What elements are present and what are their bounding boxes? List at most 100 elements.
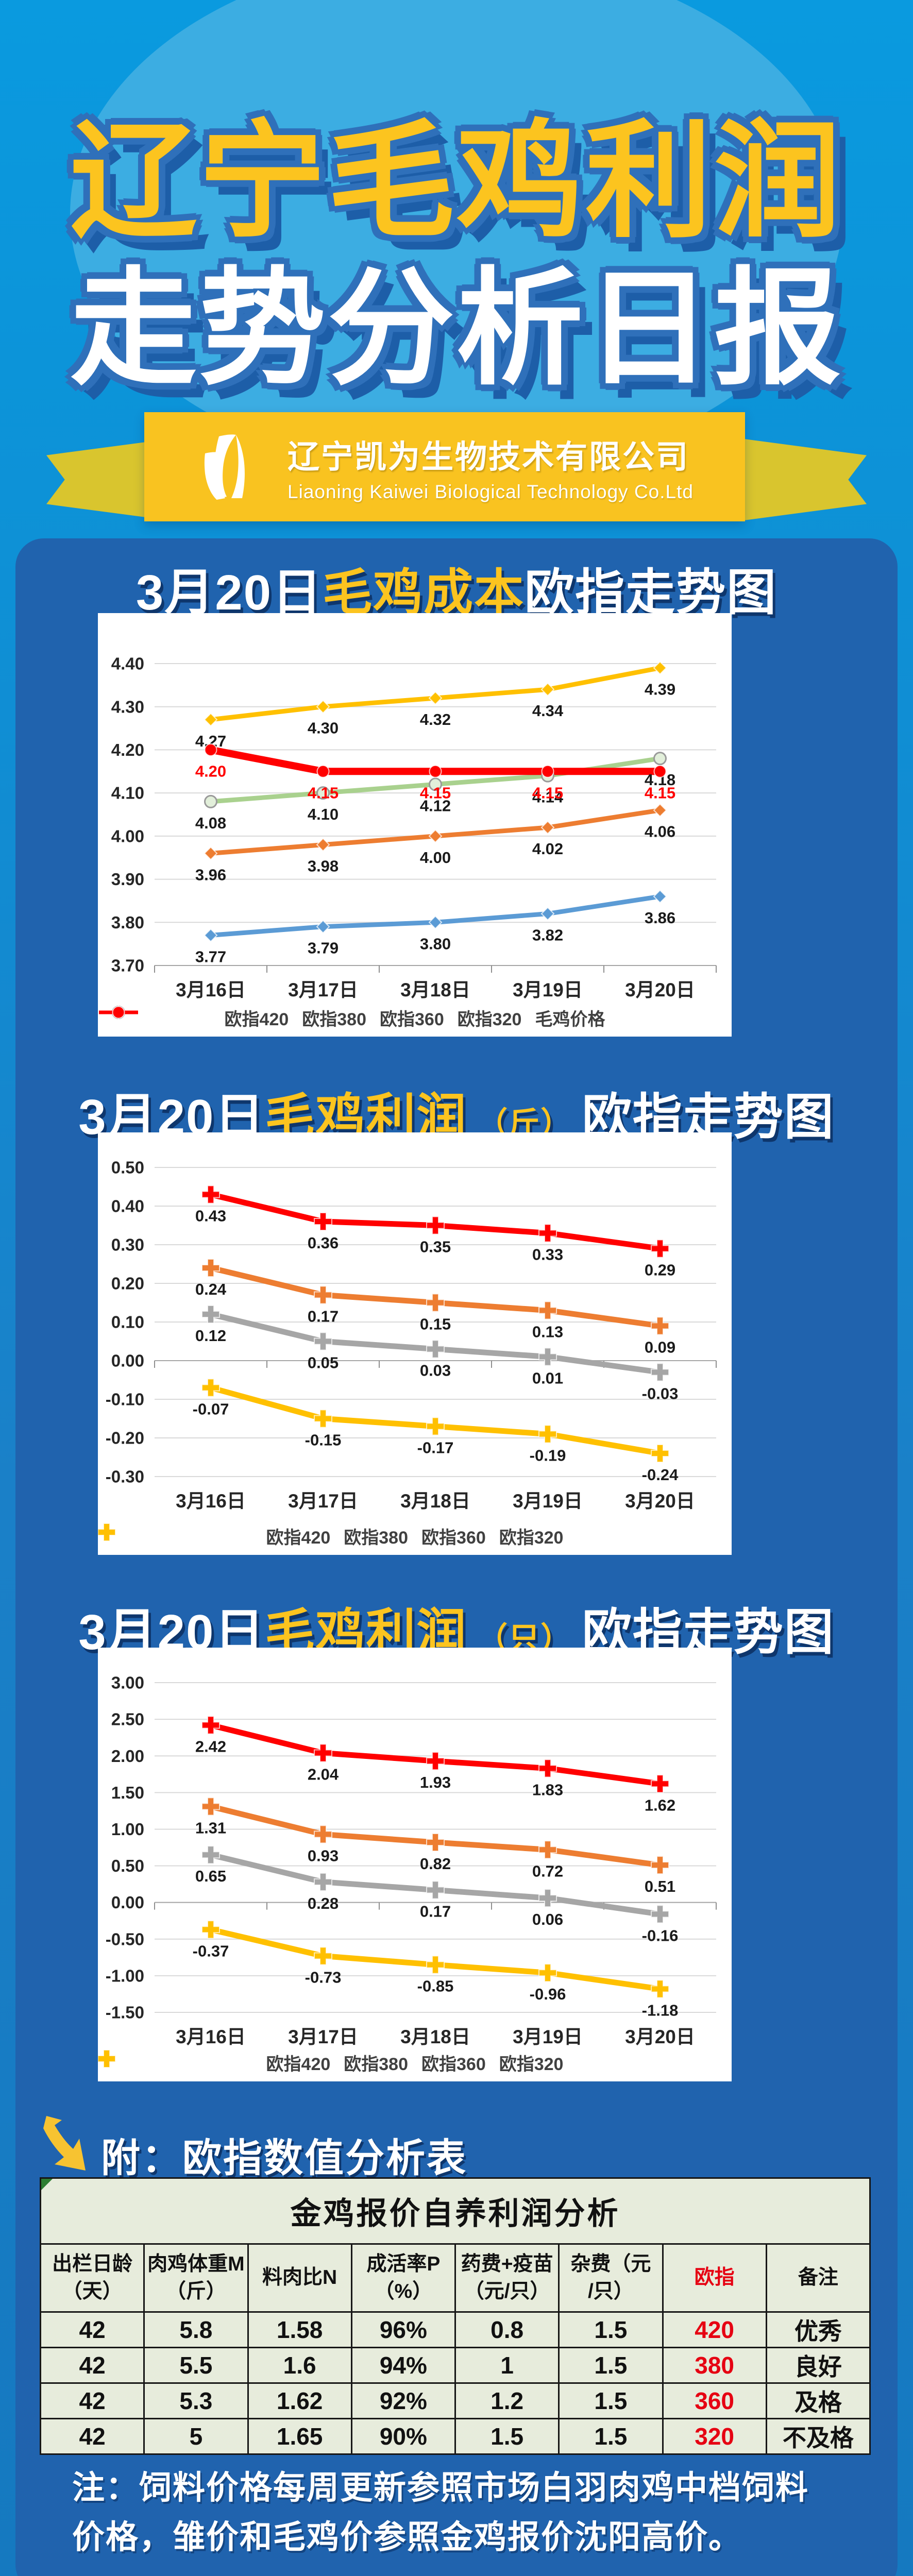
data-label: 4.39 <box>645 680 675 698</box>
data-point-marker <box>538 1301 557 1320</box>
table-column-header: 料肉比N <box>247 2243 352 2313</box>
table-cell: 5.8 <box>143 2311 249 2348</box>
data-label: 3.79 <box>308 939 339 957</box>
data-point-marker <box>201 1378 220 1397</box>
table-cell: 1.2 <box>454 2382 560 2419</box>
table-cell: 1 <box>454 2347 560 2384</box>
data-point-marker <box>429 777 442 791</box>
data-point-marker <box>653 889 667 904</box>
y-tick-label: -0.30 <box>106 1467 144 1486</box>
data-point-marker <box>428 915 443 929</box>
data-label: 4.34 <box>532 702 564 720</box>
page-title-line1: 辽宁毛鸡利润 <box>70 111 843 252</box>
table-cell: 42 <box>39 2347 145 2384</box>
x-category-label: 3月18日 <box>400 1490 470 1512</box>
table-cell: 90% <box>350 2418 457 2455</box>
section-title-cost: 3月20日毛鸡成本欧指走势图 <box>0 552 913 624</box>
data-point-marker <box>201 1920 220 1939</box>
data-label: 0.82 <box>420 1855 451 1873</box>
table-cell: 42 <box>39 2418 145 2455</box>
x-category-label: 3月16日 <box>176 1490 246 1512</box>
data-point-marker <box>541 765 554 778</box>
analysis-section-heading: 附：欧指数值分析表 <box>41 2115 467 2183</box>
data-point-marker <box>112 1006 125 1019</box>
data-point-marker <box>538 1889 557 1908</box>
data-label: 4.32 <box>420 710 451 728</box>
legend-label: 欧指380 <box>302 1010 366 1029</box>
data-point-marker <box>314 1872 332 1891</box>
data-point-marker <box>426 1340 445 1359</box>
data-point-marker <box>651 1979 669 1998</box>
y-tick-label: 4.20 <box>111 740 144 759</box>
data-point-marker <box>540 682 555 697</box>
legend-label: 毛鸡价格 <box>535 1010 605 1029</box>
y-tick-label: 0.30 <box>111 1235 144 1255</box>
data-point-marker <box>538 1425 557 1444</box>
data-point-marker <box>651 1239 669 1258</box>
section-title-part: 毛鸡成本 <box>323 565 525 620</box>
data-point-marker <box>314 1285 332 1304</box>
x-category-label: 3月20日 <box>625 1490 695 1512</box>
legend-item-欧指420: 欧指420 <box>98 1523 330 1549</box>
table-cell: 1.6 <box>247 2347 352 2384</box>
table-row: 42 5.5 1.6 94% 1 1.5 380 良好 <box>39 2347 871 2384</box>
data-point-marker <box>651 1905 669 1924</box>
legend-label: 欧指320 <box>499 2055 564 2074</box>
data-label: 0.09 <box>645 1338 675 1357</box>
data-point-marker <box>538 1759 557 1778</box>
table-cell: 1.58 <box>247 2311 352 2348</box>
analysis-heading-text: 附：欧指数值分析表 <box>101 2137 467 2180</box>
data-point-marker <box>653 660 667 675</box>
y-tick-label: 3.00 <box>111 1673 144 1692</box>
chart-svg: 0.50 0.40 0.30 0.20 0.10 0.00 -0.10 -0.20 -0.30 0… <box>106 1158 717 1512</box>
data-label: 1.93 <box>420 1773 451 1791</box>
table-cell: 1.5 <box>558 2347 664 2384</box>
table-column-header: 成活率P （%） <box>350 2243 457 2313</box>
data-label: 0.12 <box>195 1327 226 1345</box>
data-point-marker <box>429 765 442 778</box>
data-point-marker <box>538 1840 557 1859</box>
legend-marker-icon <box>99 1006 138 1019</box>
table-cell: 320 <box>662 2418 767 2455</box>
chart-svg: 4.40 4.30 4.20 4.10 4.00 3.90 3.80 3.70 3.77 3.79… <box>111 654 717 1001</box>
legend-item-欧指360: 欧指360 <box>98 2050 486 2075</box>
chart-legend: 欧指420 欧指380 欧指360 欧指320 <box>98 1523 732 1549</box>
legend-item-欧指320: 欧指320 <box>99 1005 522 1030</box>
data-point-marker <box>538 1963 557 1982</box>
data-label: -0.03 <box>642 1385 679 1403</box>
data-point-marker <box>428 691 443 705</box>
note-text: 注：饲料价格每周更新参照市场白羽肉鸡中档饲料价格，雏价和毛鸡价参照金鸡报价沈阳高… <box>72 2470 809 2555</box>
table-cell: 92% <box>350 2382 457 2419</box>
data-point-marker <box>426 1833 445 1852</box>
legend-label: 欧指360 <box>380 1010 444 1029</box>
y-tick-label: -1.50 <box>106 2003 144 2022</box>
data-label: -0.96 <box>530 1985 566 2003</box>
data-label: 1.83 <box>532 1781 563 1799</box>
table-cell: 1.5 <box>558 2382 664 2419</box>
data-label: 4.15 <box>308 784 339 802</box>
table-cell: 42 <box>39 2382 145 2419</box>
table-cell: 5 <box>143 2418 249 2455</box>
data-label: 0.33 <box>532 1246 563 1264</box>
data-point-marker <box>540 907 555 921</box>
chart-legend: 欧指420 欧指380 欧指360 欧指320 毛鸡价格 <box>98 1005 732 1030</box>
legend-label: 欧指420 <box>266 2055 331 2074</box>
data-point-marker <box>426 1293 445 1312</box>
data-point-marker <box>201 1185 220 1204</box>
data-label: 4.10 <box>308 805 339 823</box>
data-label: 4.15 <box>420 784 451 802</box>
data-point-marker <box>651 1856 669 1875</box>
data-point-marker <box>426 1955 445 1974</box>
data-label: 1.62 <box>645 1796 675 1814</box>
data-point-marker <box>314 1743 332 1762</box>
data-label: 3.86 <box>645 909 675 927</box>
x-category-label: 3月16日 <box>176 2026 246 2047</box>
data-point-marker <box>314 1212 332 1231</box>
legend-label: 欧指320 <box>457 1010 522 1029</box>
legend-label: 欧指380 <box>344 2055 408 2074</box>
table-cell: 及格 <box>765 2382 871 2419</box>
x-category-label: 3月18日 <box>400 979 470 1001</box>
table-cell: 0.8 <box>454 2311 560 2348</box>
x-category-label: 3月17日 <box>288 1490 358 1512</box>
table-cell: 1.5 <box>558 2418 664 2455</box>
